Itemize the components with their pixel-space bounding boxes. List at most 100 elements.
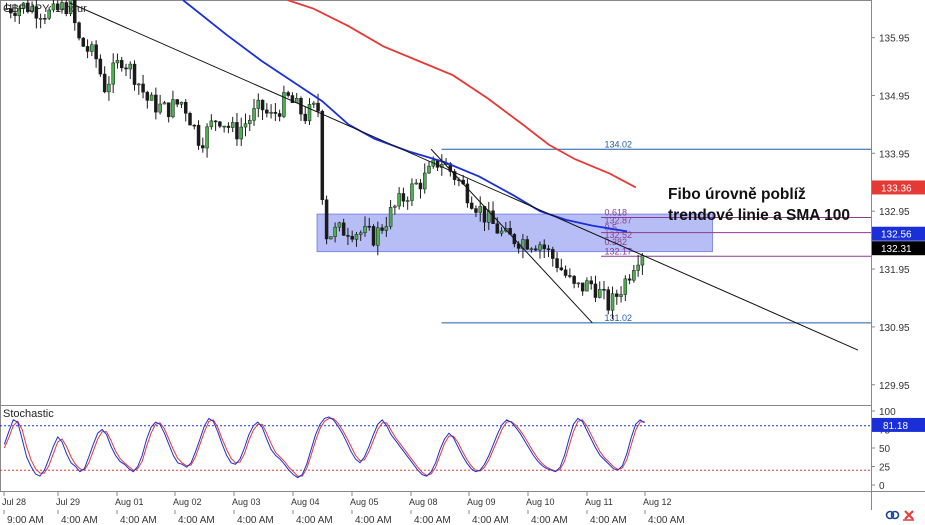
candle-body	[482, 206, 487, 223]
candle-body	[354, 234, 359, 240]
price-badge-label: 132.56	[881, 230, 912, 241]
candle-body	[320, 110, 325, 201]
candle-body	[196, 124, 201, 146]
x-tick-date: Aug 11	[585, 497, 613, 507]
candle-body	[422, 172, 427, 190]
candle-body	[171, 99, 175, 118]
candle-body	[273, 112, 278, 114]
candle-body	[38, 18, 43, 20]
candle-body	[499, 230, 504, 234]
fib-level-label: 0.5	[604, 223, 617, 233]
candle-body	[175, 99, 179, 105]
candle-body	[269, 112, 273, 114]
candle-body	[542, 244, 546, 249]
fib-swing-line	[430, 148, 593, 324]
y-tick-label: 132.95	[879, 207, 910, 218]
y-tick-label: 135.95	[879, 34, 910, 45]
fib-level-label: 131.02	[604, 313, 632, 323]
x-tick-date: Aug 12	[643, 497, 672, 507]
y-tick-label: 133.95	[879, 149, 910, 160]
candle-body	[619, 294, 623, 297]
candle-body	[226, 125, 231, 128]
candle-body	[414, 182, 418, 185]
candle-body	[341, 222, 346, 236]
candle-body	[303, 113, 307, 122]
stochastic-label: Stochastic	[3, 408, 54, 420]
candle-body	[380, 227, 384, 231]
x-tick-time: 4:00 AM	[120, 515, 157, 525]
candle-body	[333, 226, 337, 237]
candle-body	[119, 60, 124, 69]
fib-level-label: 132.52	[604, 230, 632, 240]
fib-level-label: 132.17	[604, 246, 632, 256]
y-tick-label: 129.95	[879, 381, 910, 392]
candle-body	[350, 235, 354, 240]
candle-body	[209, 120, 214, 128]
candle-body	[179, 101, 184, 105]
candle-body	[568, 275, 572, 277]
candle-body	[299, 98, 303, 115]
candle-body	[154, 94, 158, 113]
candle-body	[627, 278, 632, 281]
candle-body	[324, 199, 329, 240]
candle-body	[243, 123, 248, 128]
candle-body	[81, 37, 86, 47]
candle-body	[252, 108, 256, 121]
candle-body	[162, 102, 167, 105]
candle-body	[34, 6, 39, 19]
fib-level-label: 134.02	[604, 139, 632, 149]
candle-body	[47, 9, 51, 19]
x-tick-time: 4:00 AM	[61, 515, 98, 525]
candle-body	[388, 207, 393, 227]
candle-body	[111, 62, 115, 85]
candle-body	[546, 248, 551, 250]
candle-body	[192, 124, 197, 127]
candle-body	[239, 126, 243, 140]
stoch-d-line	[3, 417, 645, 477]
candle-body	[589, 280, 593, 285]
candle-body	[393, 205, 397, 208]
candle-body	[183, 101, 188, 114]
candle-body	[606, 289, 611, 311]
candle-body	[188, 113, 192, 126]
candle-body	[397, 193, 401, 207]
x-tick-date: Aug 02	[173, 497, 202, 507]
price-badge	[872, 226, 925, 241]
candle-body	[610, 293, 615, 311]
chart-title: GBP/JPY: 1-hour	[3, 3, 87, 15]
candle-body	[51, 3, 56, 11]
candle-body	[55, 3, 60, 11]
sma200-line	[287, 0, 637, 189]
candle-body	[427, 165, 431, 174]
candle-body	[384, 226, 389, 231]
x-tick-date: Aug 04	[291, 497, 320, 507]
candle-body	[615, 293, 619, 297]
price-badge	[872, 241, 925, 256]
candle-body	[60, 2, 64, 11]
candle-body	[346, 235, 350, 237]
candle-body	[277, 113, 282, 117]
candle-body	[636, 264, 640, 271]
candle-body	[90, 44, 94, 52]
annotation-line-2: trendové linie a SMA 100	[668, 207, 851, 224]
x-tick-time: 4:00 AM	[414, 515, 451, 525]
candle-body	[405, 200, 410, 202]
x-tick-time: 4:00 AM	[355, 515, 392, 525]
fib-level-label: 0.618	[604, 208, 627, 218]
candle-body	[98, 58, 103, 75]
stoch-k-line	[3, 416, 645, 479]
candle-body	[623, 278, 628, 295]
stoch-y-tick-label: 0	[879, 481, 885, 492]
x-tick-time: 4:00 AM	[237, 515, 274, 525]
candle-body	[367, 225, 372, 228]
x-tick-time: 4:00 AM	[531, 515, 568, 525]
candle-body	[248, 119, 252, 124]
x-tick-date: Aug 10	[526, 497, 555, 507]
candle-body	[572, 275, 576, 284]
candle-body	[145, 91, 150, 101]
candle-body	[64, 2, 68, 14]
close-icon[interactable]	[903, 510, 914, 521]
link-icon[interactable]	[885, 510, 900, 520]
fib-level-label: 0.382	[604, 237, 627, 247]
